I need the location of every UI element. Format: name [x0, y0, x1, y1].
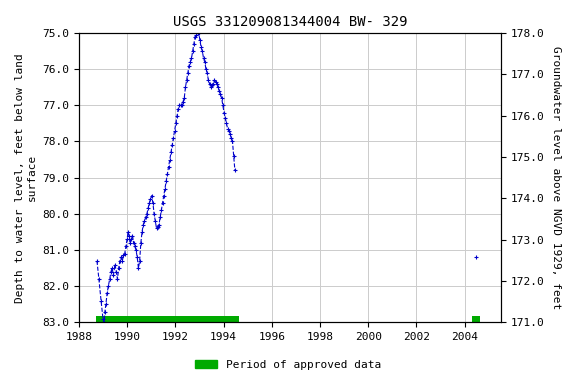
Bar [96, 316, 239, 323]
Y-axis label: Depth to water level, feet below land
surface: Depth to water level, feet below land su… [15, 53, 37, 303]
Bar [472, 316, 480, 323]
Title: USGS 331209081344004 BW- 329: USGS 331209081344004 BW- 329 [173, 15, 407, 29]
Y-axis label: Groundwater level above NGVD 1929, feet: Groundwater level above NGVD 1929, feet [551, 46, 561, 309]
Legend: Period of approved data: Period of approved data [191, 356, 385, 375]
